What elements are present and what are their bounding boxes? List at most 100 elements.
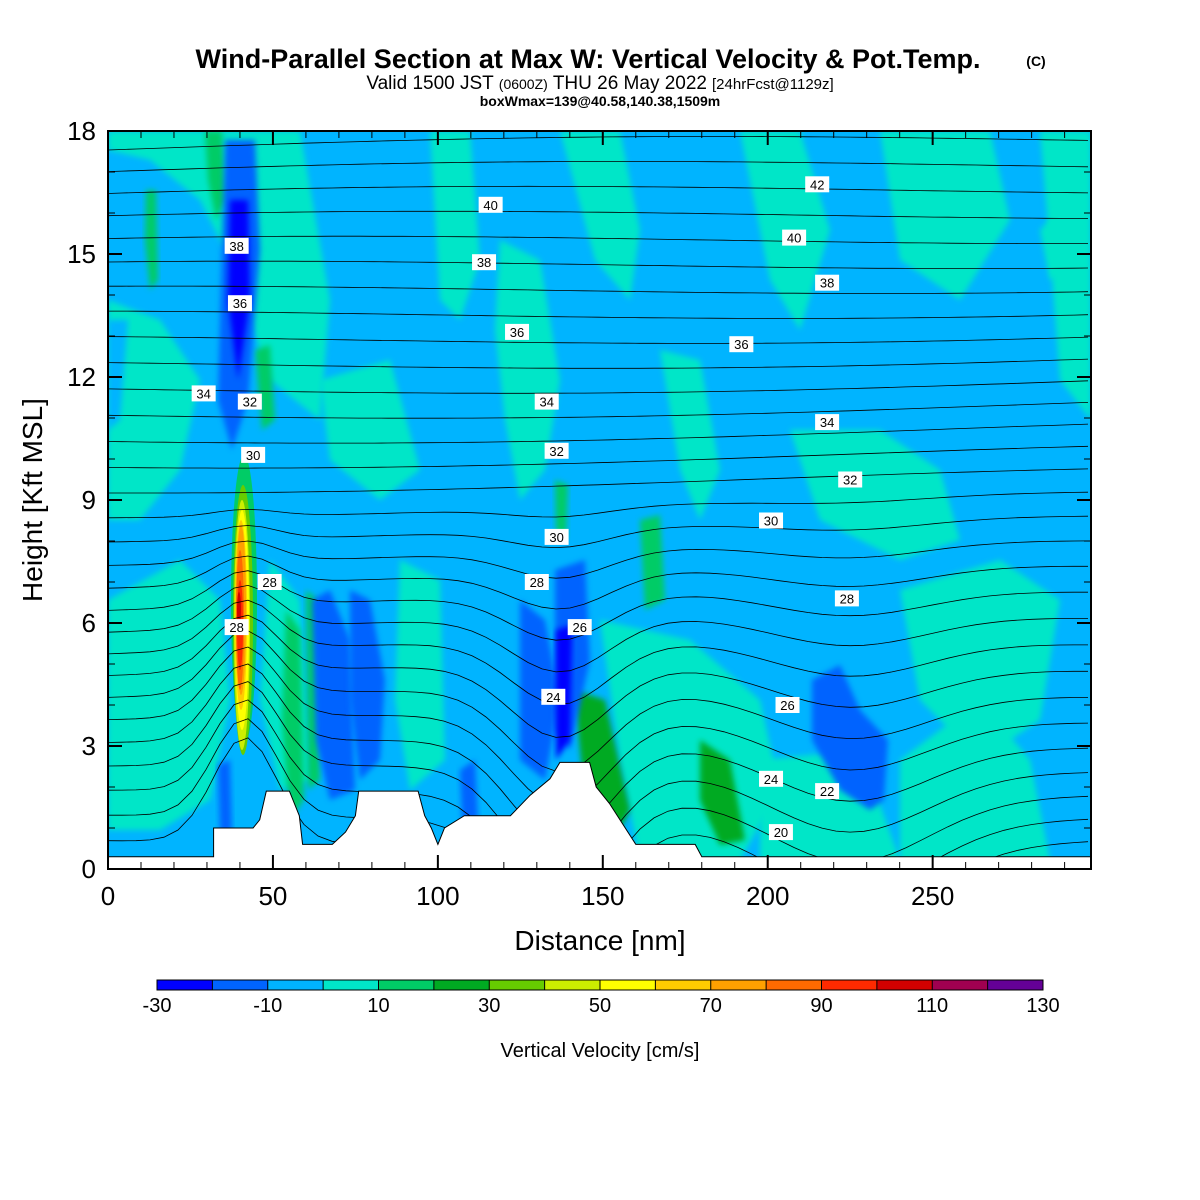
theta-contour-line	[108, 515, 1089, 549]
theta-label-box	[505, 323, 530, 340]
colorbar-swatch	[821, 980, 877, 990]
theta-label-box	[478, 196, 503, 213]
velocity-blob	[108, 320, 128, 430]
velocity-band	[560, 131, 640, 300]
x-tick-label: 200	[746, 881, 789, 911]
updraft-core-layer	[237, 592, 241, 628]
theta-contour-label: 26	[775, 697, 800, 713]
colorbar: -30 -10 10 30 50 70 90 110 130	[143, 979, 1060, 1017]
x-tick-label: 0	[101, 881, 115, 911]
colorbar-swatch	[323, 980, 379, 990]
theta-contour-label: 28	[224, 619, 249, 636]
colorbar-tick-label: 70	[700, 995, 722, 1017]
velocity-blob	[555, 480, 568, 540]
velocity-blob	[1040, 210, 1070, 280]
theta-contour-label: 30	[241, 446, 266, 463]
theta-label-box	[524, 574, 549, 590]
velocity-band	[108, 131, 330, 420]
y-tick-label: 9	[82, 485, 96, 515]
velocity-band	[900, 700, 1050, 860]
colorbar-tick-label: 110	[916, 995, 948, 1017]
y-tick-label: 15	[67, 239, 96, 269]
velocity-blob	[460, 760, 478, 820]
velocity-band	[430, 131, 480, 320]
velocity-band	[395, 560, 445, 790]
theta-label-text: 40	[787, 231, 801, 246]
velocity-band	[320, 360, 420, 500]
colorbar-swatch	[212, 980, 268, 990]
velocity-band	[495, 240, 560, 500]
theta-contour-labels: 42 40 40 38 38 38 36 36 36 34 34 34 32 32 32 30 30 30 28 28…	[191, 176, 863, 841]
colorbar-tick-label: 10	[367, 995, 389, 1017]
theta-contour-line	[108, 380, 1089, 394]
theta-label-box	[834, 590, 859, 607]
theta-label-box	[782, 229, 807, 246]
theta-label-box	[224, 619, 249, 636]
velocity-blob	[350, 590, 385, 780]
theta-contour-line	[108, 540, 1089, 579]
terrain	[108, 761, 1091, 869]
velocity-blob	[255, 345, 275, 430]
theta-label-text: 34	[196, 386, 210, 401]
theta-contour-label: 20	[768, 824, 793, 841]
theta-contour-label: 38	[815, 274, 840, 291]
velocity-band	[1040, 131, 1091, 420]
theta-label-box	[805, 176, 830, 193]
colorbar-swatch	[433, 980, 490, 990]
theta-label-box	[544, 442, 569, 459]
colorbar-tick-label: 30	[478, 995, 500, 1017]
colorbar-swatch	[932, 980, 988, 990]
y-tick-label: 3	[82, 731, 96, 761]
theta-label-text: 38	[229, 239, 243, 254]
theta-contour-line	[108, 445, 1089, 469]
theta-contour-line	[108, 310, 1089, 319]
theta-label-text: 28	[229, 620, 243, 635]
theta-contour-line	[108, 260, 1089, 269]
plot-area: 42 40 40 38 38 38 36 36 36 34 34 34 32 32 32 30 30 30 28 28…	[108, 131, 1091, 869]
theta-contour-label: 32	[838, 471, 863, 488]
colorbar-swatch	[267, 980, 324, 990]
x-tick-label: 50	[258, 881, 287, 911]
valid-prefix: Valid 1500 JST	[366, 73, 494, 94]
velocity-band	[880, 131, 1010, 300]
velocity-band	[790, 430, 960, 560]
theta-contour-line	[108, 402, 1089, 419]
theta-contour-label: 36	[227, 295, 252, 312]
theta-contour-line	[108, 646, 1089, 807]
velocity-bands	[108, 131, 1091, 860]
velocity-blob	[520, 600, 560, 780]
colorbar-tick-label: 50	[589, 995, 611, 1017]
theta-label-box	[567, 619, 592, 636]
y-tick-label: 6	[82, 608, 96, 638]
theta-contour-label: 32	[237, 393, 262, 410]
theta-contour-line	[108, 336, 1089, 344]
theta-contour-label: 34	[191, 385, 216, 402]
velocity-blob	[640, 515, 665, 610]
x-tick-label: 250	[911, 881, 954, 911]
colorbar-tick-label: -30	[143, 995, 172, 1017]
theta-contour-line	[108, 210, 1088, 219]
velocity-blob	[205, 131, 226, 220]
theta-label-text: 28	[262, 575, 276, 590]
theta-contour-label: 34	[534, 393, 559, 410]
theta-label-text: 38	[820, 276, 834, 291]
theta-label-box	[191, 385, 216, 402]
theta-contour-label: 40	[478, 196, 503, 213]
theta-contour-line	[108, 555, 1088, 610]
theta-label-box	[241, 446, 266, 463]
theta-contour-line	[108, 423, 1089, 444]
theta-contour-label: 30	[759, 512, 784, 529]
theta-contour-line	[108, 699, 1089, 869]
copyright-mark: (C)	[1026, 53, 1045, 69]
theta-contour-line	[108, 468, 1089, 494]
y-tick-label: 12	[67, 362, 96, 392]
theta-label-box	[544, 528, 569, 545]
theta-label-text: 36	[233, 296, 247, 311]
velocity-blob	[312, 590, 355, 800]
colorbar-swatch	[378, 980, 434, 990]
theta-label-text: 32	[243, 395, 257, 410]
theta-contour-line	[108, 285, 1089, 294]
theta-label-box	[237, 393, 262, 410]
theta-label-text: 24	[764, 772, 778, 787]
